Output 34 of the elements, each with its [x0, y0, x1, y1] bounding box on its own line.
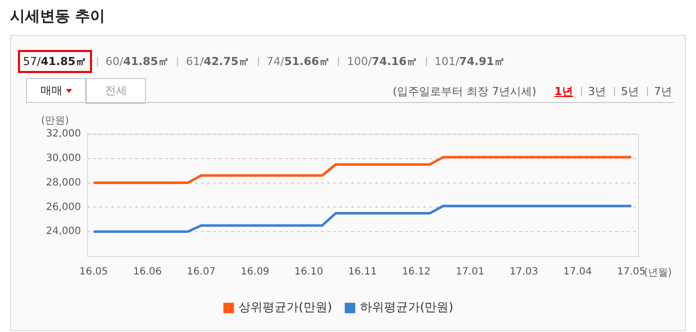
- x-tick-label: 16.05: [79, 266, 108, 278]
- x-tick-label: 17.03: [509, 266, 538, 278]
- y-tick-label: 26,000: [46, 202, 81, 213]
- text: 57/41.85㎡: [23, 55, 86, 68]
- x-tick-label: 17.05: [616, 266, 646, 278]
- text: 101/74.91㎡: [434, 55, 505, 68]
- y-axis-title: (만원): [41, 116, 69, 127]
- text: 100/74.16㎡: [347, 55, 418, 68]
- y-tick-label: 30,000: [46, 152, 81, 164]
- x-tick-label: 17.01: [456, 266, 484, 278]
- text: 1년: [554, 85, 573, 98]
- legend-label: 상위평균가(만원): [238, 300, 332, 314]
- x-tick-label: 16.07: [186, 266, 216, 278]
- text: 7년: [654, 85, 672, 98]
- x-axis-title: (년월): [644, 268, 672, 279]
- x-tick-label: 16.11: [348, 266, 377, 278]
- x-tick-label: 16.10: [294, 266, 324, 278]
- y-tick-label: 32,000: [46, 128, 81, 140]
- legend-label: 하위평균가(만원): [360, 300, 454, 314]
- text: (입주일로부터 최장 7년시세): [392, 85, 536, 98]
- chart-title: 시세변동 추이: [10, 7, 106, 26]
- y-tick-label: 24,000: [46, 226, 81, 238]
- x-tick-label: 16.06: [133, 266, 162, 278]
- text: 60/41.85㎡: [106, 55, 169, 68]
- text: 5년: [621, 85, 639, 98]
- x-tick-label: 16.12: [402, 266, 431, 278]
- x-tick-label: 17.04: [563, 266, 592, 278]
- text: 74/51.66㎡: [266, 55, 330, 68]
- text: 전세: [105, 84, 127, 97]
- x-tick-label: 16.09: [240, 266, 270, 278]
- text: 매매: [40, 84, 62, 97]
- text: 3년: [588, 85, 606, 98]
- text: 61/42.75㎡: [186, 55, 250, 68]
- y-tick-label: 28,000: [46, 177, 81, 188]
